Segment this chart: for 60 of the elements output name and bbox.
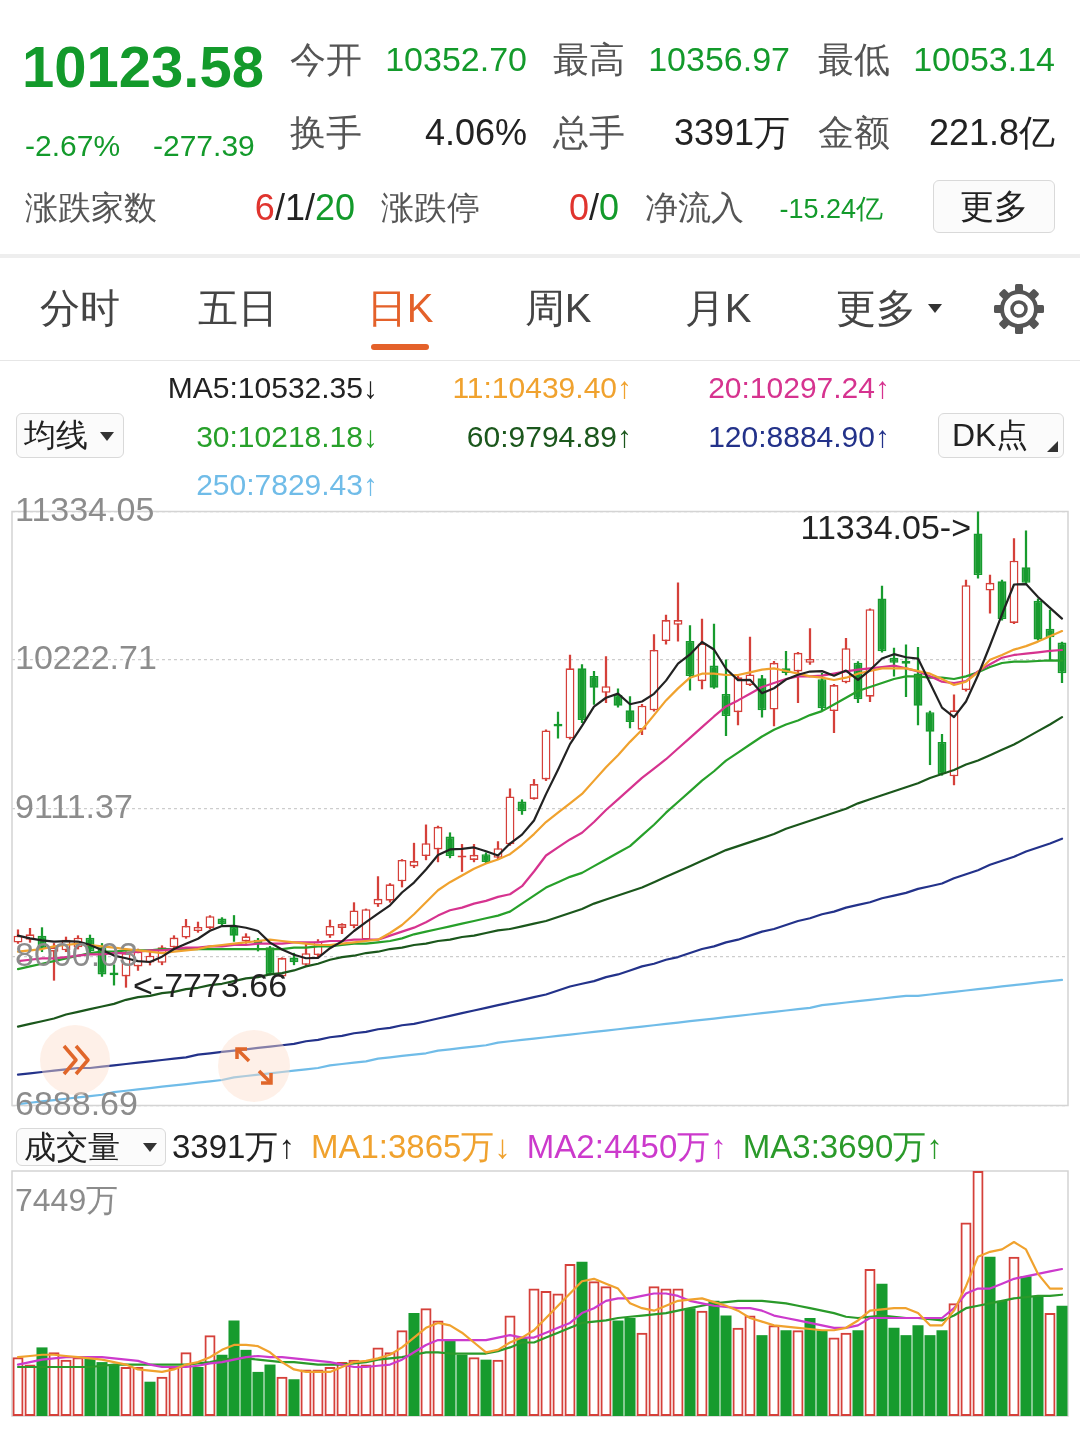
- text: 10352.70: [385, 39, 527, 80]
- text: 3391万: [673, 111, 790, 155]
- text: 20:10297.24↑: [708, 370, 890, 406]
- bar: [408, 1313, 420, 1416]
- text: 涨跌停: [381, 188, 480, 228]
- text: 3391万↑: [172, 1126, 295, 1167]
- text: 6/1/20: [254, 186, 355, 230]
- annotation: 7449万: [15, 1181, 119, 1220]
- text: 金额: [818, 111, 890, 155]
- bar: [480, 1359, 492, 1416]
- y-tick-label: 9111.37: [15, 786, 133, 825]
- text: 10053.14: [913, 39, 1055, 80]
- text: 11:10439.40↑: [452, 370, 632, 406]
- bar: [516, 1337, 528, 1416]
- text: 净流入: [645, 188, 744, 228]
- y-tick-label: 10222.71: [15, 638, 157, 677]
- bar: [852, 1330, 864, 1416]
- text: 周K: [524, 285, 592, 332]
- text: 均线: [24, 416, 88, 455]
- bar: [144, 1381, 156, 1416]
- text: MA5:10532.35↓: [167, 370, 378, 406]
- text: 最高: [553, 38, 625, 82]
- text: MA1:3865万↓: [310, 1126, 511, 1167]
- text: 换手: [290, 111, 362, 155]
- text: 五日: [198, 285, 278, 332]
- text: 250:7829.43↑: [196, 467, 378, 503]
- text: 30:10218.18↓: [196, 418, 378, 455]
- text: 总手: [553, 111, 625, 155]
- text: 221.8亿: [928, 111, 1055, 155]
- text: 涨跌家数: [25, 188, 157, 228]
- bar: [36, 1347, 48, 1416]
- text: 日K: [366, 285, 434, 332]
- bar: [1056, 1305, 1068, 1416]
- text: 最低: [818, 38, 890, 82]
- text: 今开: [290, 38, 362, 82]
- text: 4.06%: [424, 111, 527, 155]
- text: -15.24亿: [779, 193, 883, 226]
- text: 更多: [960, 186, 1028, 227]
- bar: [192, 1367, 204, 1416]
- text: 分时: [40, 285, 120, 332]
- text: 更多: [836, 285, 916, 332]
- text: -2.67%: [25, 128, 121, 164]
- text: MA2:4450万↑: [526, 1126, 727, 1167]
- bar: [780, 1330, 792, 1416]
- bar: [576, 1261, 588, 1416]
- text: 60:9794.89↑: [466, 418, 632, 455]
- bar: [684, 1308, 696, 1416]
- y-tick-label: 11334.05: [15, 489, 155, 528]
- text: 月K: [684, 285, 752, 332]
- text: 10123.58: [22, 33, 264, 101]
- text: 120:8884.90↑: [708, 418, 890, 455]
- bar: [756, 1335, 768, 1416]
- text: 成交量: [24, 1128, 120, 1167]
- text: -277.39: [153, 128, 255, 164]
- text: DK点: [952, 416, 1029, 455]
- text: MA3:3690万↑: [742, 1126, 943, 1167]
- annotation: 11334.05->: [800, 507, 971, 546]
- text: 0/0: [568, 186, 619, 230]
- bar: [288, 1379, 300, 1416]
- text: 10356.97: [648, 39, 790, 80]
